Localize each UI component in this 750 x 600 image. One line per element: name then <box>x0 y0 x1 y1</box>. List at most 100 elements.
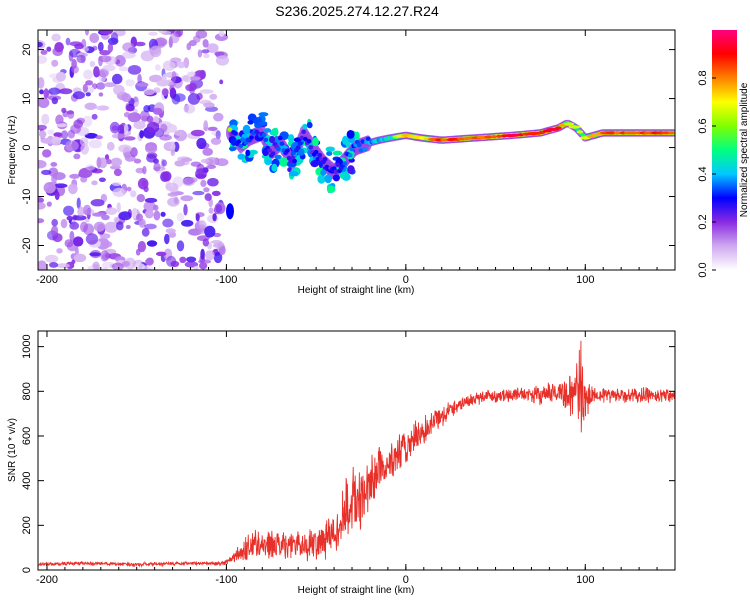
noise-blob <box>123 136 136 141</box>
ridge-core <box>261 132 267 138</box>
noise-blob <box>202 147 213 156</box>
noise-blob <box>192 190 205 196</box>
ridge-core <box>276 146 281 151</box>
noise-blob <box>116 221 124 231</box>
noise-blob <box>189 76 201 81</box>
ridge-scatter <box>320 169 327 176</box>
noise-blob <box>105 207 118 216</box>
noise-blob <box>102 267 108 270</box>
noise-blob <box>181 219 194 227</box>
snr-x-ticks: -200 -100 0 100 <box>36 331 676 586</box>
ridge-core <box>285 148 290 153</box>
noise-blob <box>113 216 120 223</box>
noise-blob <box>134 263 145 270</box>
noise-blob <box>143 88 155 96</box>
ridge-scatter <box>241 133 248 139</box>
noise-blob <box>107 43 114 53</box>
noise-blob <box>218 30 225 37</box>
ridge-core <box>288 159 294 164</box>
noise-blob <box>91 180 98 186</box>
noise-blob <box>188 82 197 91</box>
noise-blob <box>168 186 179 193</box>
noise-blob <box>72 215 87 221</box>
noise-blob <box>63 205 75 216</box>
noise-blob <box>65 37 71 46</box>
noise-blob <box>38 260 47 270</box>
colorbar-bar <box>712 30 737 270</box>
noise-blob <box>162 171 172 182</box>
noise-blob <box>64 239 74 248</box>
noise-blob <box>109 121 120 134</box>
noise-blob <box>169 33 180 44</box>
noise-blob <box>59 88 73 95</box>
ridge-core <box>236 139 242 144</box>
noise-blob <box>176 212 185 222</box>
y-tick-label: 800 <box>21 382 33 400</box>
ridge-core <box>299 135 305 141</box>
noise-blob <box>66 215 73 221</box>
ridge-core <box>342 161 348 166</box>
ridge-scatter <box>312 137 319 147</box>
noise-blob <box>218 245 226 256</box>
noise-blob <box>197 224 206 235</box>
noise-blob <box>174 130 184 136</box>
noise-blob <box>179 256 187 263</box>
noise-blob <box>137 177 149 190</box>
noise-blob <box>176 240 185 252</box>
ridge-core <box>267 148 272 153</box>
ridge-scatter <box>332 150 343 156</box>
noise-blob <box>65 140 79 152</box>
noise-blob <box>41 169 52 175</box>
ridge-core <box>362 147 367 152</box>
y-tick-label: 400 <box>21 471 33 489</box>
noise-blob <box>72 91 85 100</box>
noise-blob <box>71 259 76 265</box>
snr-series <box>38 340 675 568</box>
noise-blob <box>160 123 168 133</box>
noise-blob <box>199 69 206 80</box>
noise-blob <box>127 65 142 75</box>
ridge-peak <box>619 131 627 135</box>
ridge-scatter <box>317 174 326 184</box>
noise-blob <box>144 223 157 230</box>
noise-blob <box>85 164 96 171</box>
noise-blob <box>99 30 114 35</box>
spectrogram-ridge <box>226 112 675 220</box>
noise-blob <box>73 236 84 247</box>
ridge-core <box>290 155 296 160</box>
noise-blob <box>40 49 48 55</box>
noise-blob <box>200 158 210 164</box>
noise-blob <box>125 79 135 87</box>
ridge-scatter <box>326 151 333 157</box>
noise-blob <box>103 82 117 88</box>
noise-blob <box>43 88 49 99</box>
noise-blob <box>196 137 207 150</box>
noise-blob <box>111 182 122 186</box>
noise-blob <box>158 30 167 34</box>
snr-x-axis-label: Height of straight line (km) <box>298 585 415 596</box>
ridge-core <box>360 139 366 144</box>
ridge-scatter <box>271 163 278 172</box>
noise-blob <box>41 113 50 125</box>
noise-blob <box>77 206 85 217</box>
noise-blob <box>46 46 52 52</box>
ridge-scatter <box>274 154 282 160</box>
noise-blob <box>112 262 124 270</box>
colorbar-tick-label: 0.8 <box>697 70 709 85</box>
noise-blob <box>130 147 138 158</box>
x-tick-label: 0 <box>403 574 409 586</box>
noise-blob <box>38 41 43 48</box>
noise-blob <box>165 228 176 234</box>
ridge-core <box>227 127 233 132</box>
noise-blob <box>153 162 161 172</box>
noise-blob <box>116 202 121 213</box>
noise-blob <box>90 199 105 207</box>
ridge-scatter <box>345 141 351 148</box>
ridge-core <box>270 151 276 156</box>
noise-blob <box>44 254 59 263</box>
noise-blob <box>215 55 230 66</box>
noise-blob <box>118 211 132 221</box>
noise-blob <box>137 241 146 253</box>
colorbar-tick-label: 0.6 <box>697 118 709 133</box>
y-tick-label: 600 <box>21 427 33 445</box>
